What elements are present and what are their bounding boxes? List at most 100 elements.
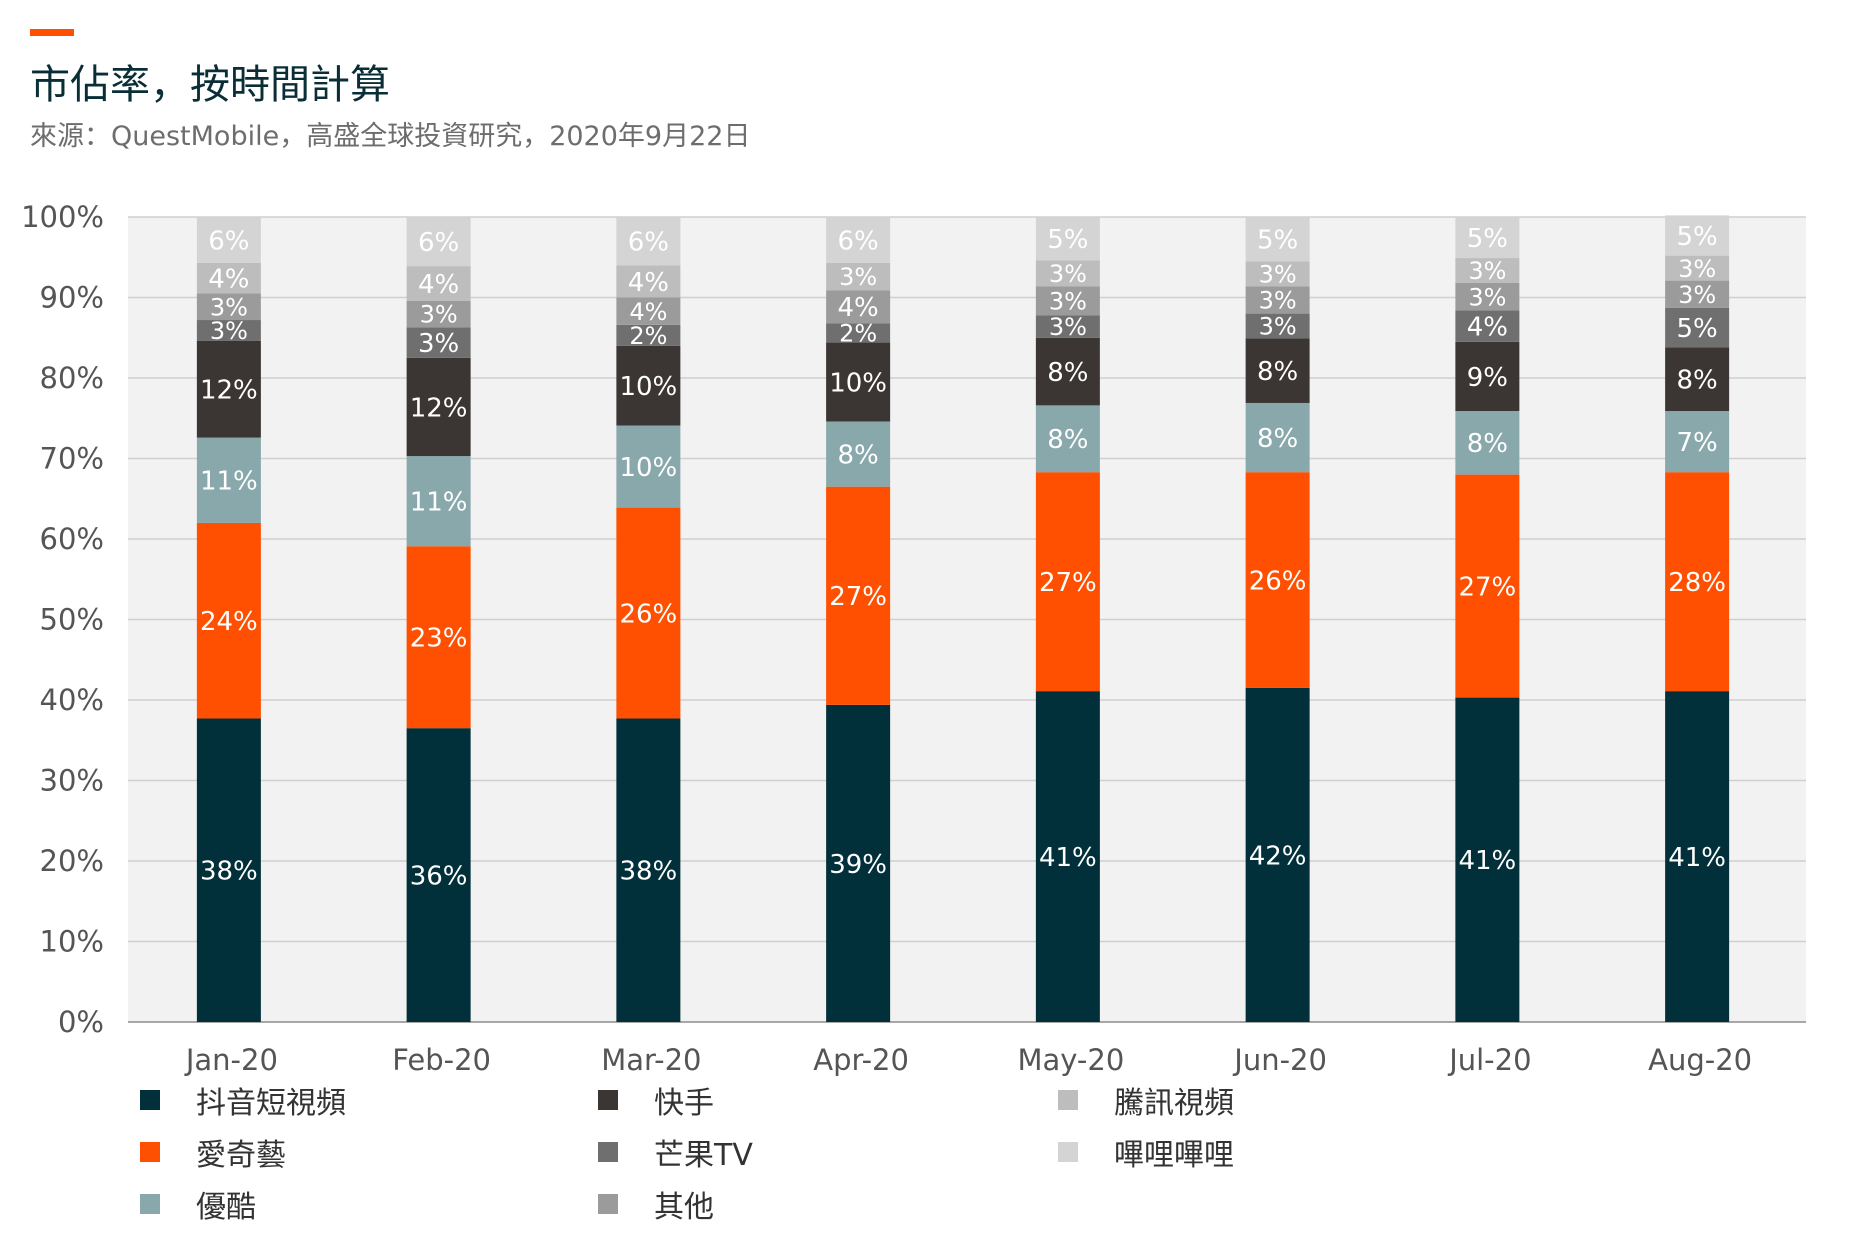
bar-segment	[1245, 402, 1310, 473]
data-label: 5%	[1467, 224, 1508, 254]
data-label: 23%	[410, 624, 468, 654]
bar-segment	[196, 340, 261, 438]
data-label: 39%	[829, 850, 887, 880]
data-label: 5%	[1677, 222, 1718, 252]
bar-segment	[616, 345, 681, 426]
data-label: 4%	[418, 270, 459, 300]
data-label: 3%	[1049, 260, 1087, 288]
y-tick-label: 60%	[40, 522, 104, 556]
bar-segment	[1455, 697, 1520, 1022]
bar-segment	[1245, 687, 1310, 1022]
data-label: 38%	[619, 857, 677, 887]
data-label: 10%	[829, 368, 887, 398]
y-tick-label: 20%	[40, 844, 104, 878]
bar-segment	[406, 728, 471, 1022]
bar-segment	[196, 217, 261, 263]
y-tick-label: 40%	[40, 683, 104, 717]
bar-segment	[826, 421, 891, 487]
bar-segment	[1455, 258, 1520, 284]
data-label: 5%	[1047, 225, 1088, 255]
bar-segment	[1665, 472, 1730, 692]
bar-segment	[826, 290, 891, 324]
x-tick-label: Feb-20	[392, 1043, 491, 1077]
bar-segment	[406, 327, 471, 358]
data-label: 7%	[1677, 428, 1718, 458]
data-label: 8%	[1257, 357, 1298, 387]
data-label: 8%	[838, 440, 879, 470]
y-tick-label: 80%	[40, 361, 104, 395]
data-label: 8%	[1467, 429, 1508, 459]
bar-segment	[616, 324, 681, 346]
bar-segment	[616, 718, 681, 1022]
data-label: 11%	[410, 488, 468, 518]
bar-segment	[406, 266, 471, 301]
data-label: 6%	[838, 226, 879, 256]
data-label: 3%	[420, 301, 458, 329]
bar-segment	[1665, 280, 1730, 308]
y-tick-label: 100%	[21, 200, 104, 234]
data-label: 3%	[1678, 281, 1716, 309]
data-label: 4%	[629, 298, 667, 326]
bar-segment	[196, 320, 261, 341]
data-label: 27%	[1039, 568, 1097, 598]
data-label: 8%	[1047, 358, 1088, 388]
data-label: 4%	[628, 268, 669, 298]
data-label: 3%	[1049, 287, 1087, 315]
bar-segment	[826, 262, 891, 291]
y-tick-label: 30%	[40, 764, 104, 798]
bar-segment	[1665, 691, 1730, 1022]
bar-segment	[196, 437, 261, 523]
data-label: 3%	[1049, 313, 1087, 341]
bar-segment	[1455, 411, 1520, 475]
data-label: 26%	[1249, 566, 1307, 596]
bar-segment	[406, 357, 471, 457]
bar-segment	[826, 342, 891, 422]
data-label: 6%	[208, 226, 249, 256]
data-label: 8%	[1047, 425, 1088, 455]
bar-segment	[1455, 310, 1520, 342]
bar-segment	[1665, 215, 1730, 256]
y-tick-label: 90%	[40, 281, 104, 315]
y-tick-label: 50%	[40, 603, 104, 637]
chart-title: 市佔率，按時間計算	[30, 62, 390, 108]
y-tick-label: 70%	[40, 442, 104, 476]
data-label: 2%	[839, 320, 877, 348]
data-label: 41%	[1668, 843, 1726, 873]
x-tick-label: Apr-20	[813, 1043, 909, 1077]
bar-segment	[1455, 283, 1520, 311]
data-label: 3%	[1678, 255, 1716, 283]
bar-segment	[406, 217, 471, 267]
bar-segment	[616, 217, 681, 266]
bar-segment	[196, 718, 261, 1022]
data-label: 9%	[1467, 363, 1508, 393]
data-label: 3%	[418, 329, 459, 359]
bar-segment	[1665, 347, 1730, 412]
bar-segment	[1455, 474, 1520, 698]
data-label: 41%	[1458, 846, 1516, 876]
data-label: 3%	[1468, 257, 1506, 285]
bar-segment	[1035, 472, 1100, 692]
data-label: 10%	[619, 453, 677, 483]
data-label: 42%	[1249, 841, 1307, 871]
bar-segment	[1035, 260, 1100, 287]
bar-segment	[1035, 337, 1100, 406]
bar-segment	[1035, 286, 1100, 316]
bar-segment	[1455, 341, 1520, 412]
bar-segment	[1035, 691, 1100, 1022]
bar-segment	[406, 300, 471, 328]
data-label: 28%	[1668, 568, 1726, 598]
data-label: 3%	[839, 263, 877, 291]
bar-segment	[616, 425, 681, 508]
bar-segment	[1245, 261, 1310, 287]
data-label: 36%	[410, 861, 468, 891]
data-label: 27%	[1458, 572, 1516, 602]
chart-source: 來源：QuestMobile，高盛全球投資研究，2020年9月22日	[30, 121, 751, 152]
data-label: 38%	[200, 857, 258, 887]
data-label: 3%	[210, 293, 248, 321]
data-label: 3%	[1259, 287, 1297, 315]
x-tick-label: Aug-20	[1648, 1043, 1752, 1077]
bar-segment	[826, 323, 891, 343]
data-label: 3%	[210, 317, 248, 345]
bar-segment	[196, 522, 261, 719]
bar-segment	[196, 293, 261, 321]
